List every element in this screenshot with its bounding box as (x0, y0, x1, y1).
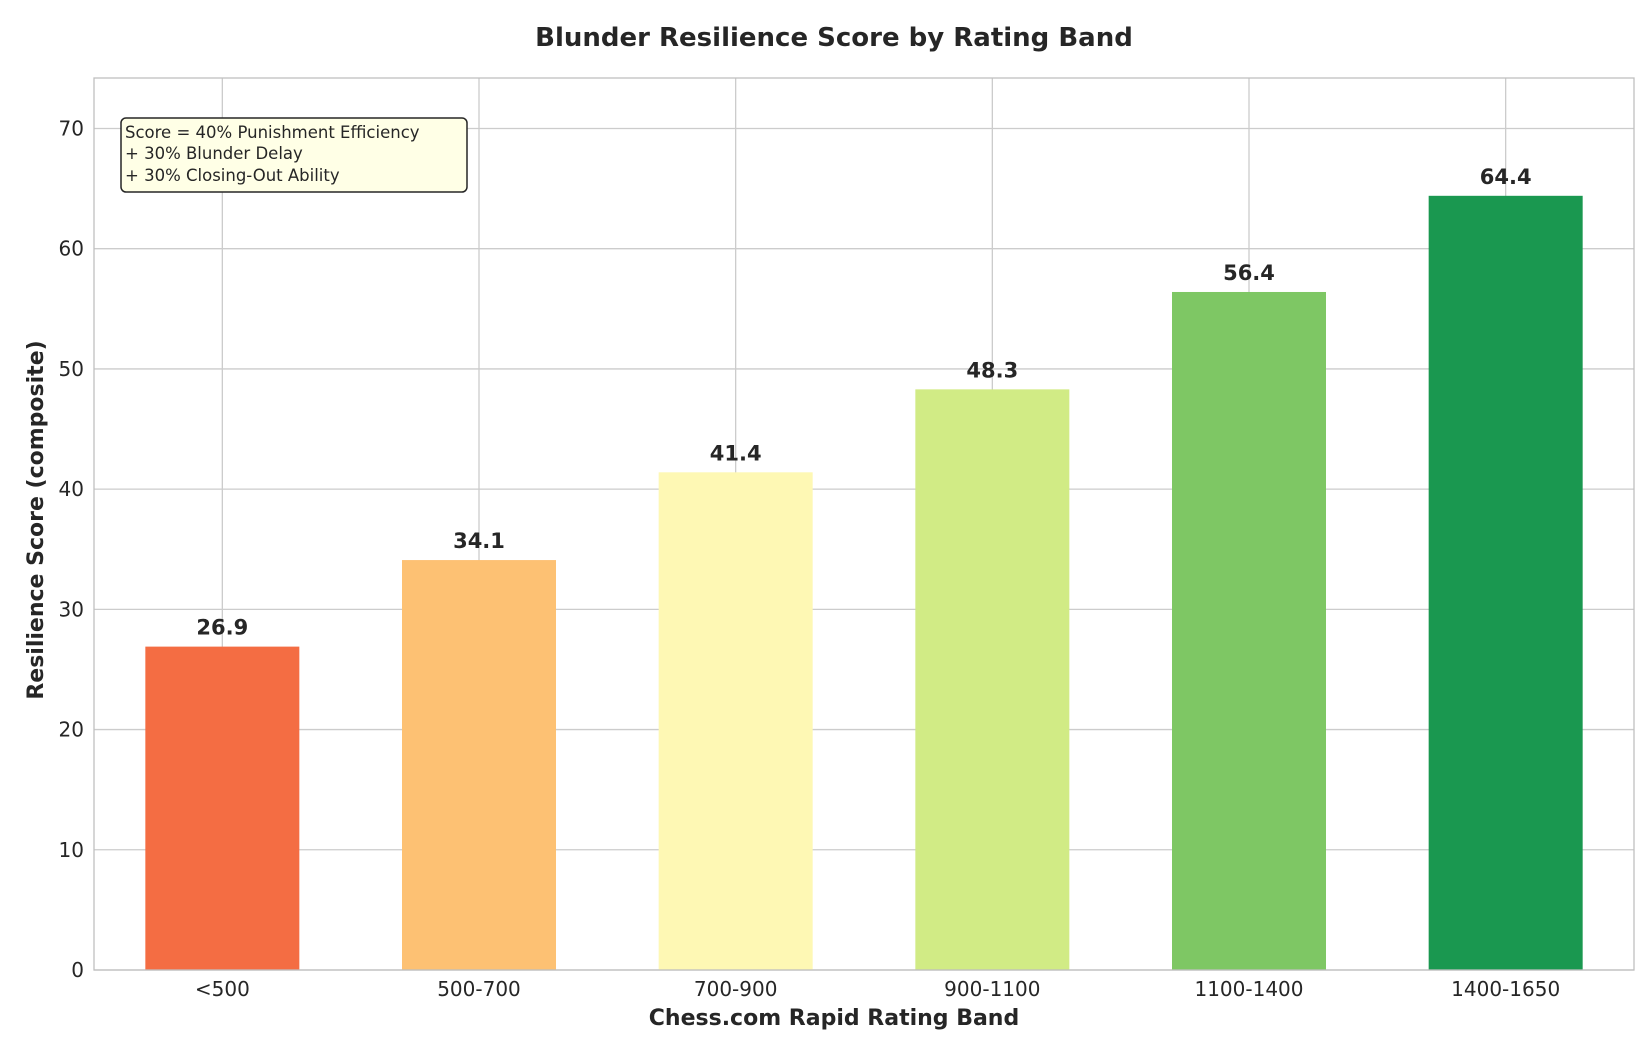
bars (145, 195, 1583, 970)
x-tick-label-0: <500 (195, 977, 250, 1001)
y-tick-label-4: 40 (59, 477, 84, 501)
y-tick-label-3: 30 (59, 597, 84, 621)
y-tick-label-2: 20 (59, 718, 84, 742)
grid-lines (94, 78, 1634, 971)
x-tick-label-1: 500-700 (437, 977, 521, 1001)
x-axis-ticks: <500 500-700 700-900 900-1100 1100-1400 1400-… (195, 977, 1560, 1001)
x-tick-label-2: 700-900 (694, 977, 778, 1001)
bar-4 (1172, 291, 1326, 970)
y-axis-label: Resilience Score (composite) (24, 340, 49, 699)
y-tick-label-6: 60 (59, 237, 84, 261)
y-tick-label-1: 10 (59, 838, 84, 862)
x-axis-label: Chess.com Rapid Rating Band (649, 1006, 1019, 1031)
annotation-line-1: Score = 40% Punishment Efficiency (125, 123, 420, 142)
data-label-0: 26.9 (196, 616, 248, 640)
bar-5 (1428, 195, 1583, 970)
data-label-5: 64.4 (1480, 165, 1532, 189)
data-labels: 26.9 34.1 41.4 48.3 56.4 64.4 (196, 165, 1531, 640)
annotation-line-2: + 30% Blunder Delay (125, 144, 303, 163)
data-label-4: 56.4 (1223, 261, 1275, 285)
x-tick-label-5: 1400-1650 (1451, 977, 1560, 1001)
y-axis-ticks: 0 10 20 30 40 50 60 70 (59, 116, 84, 982)
bar-1 (402, 560, 556, 970)
data-label-2: 41.4 (710, 441, 762, 465)
x-tick-label-4: 1100-1400 (1194, 977, 1303, 1001)
y-tick-label-5: 50 (59, 357, 84, 381)
y-tick-label-0: 0 (71, 958, 84, 982)
bar-2 (658, 472, 813, 970)
formula-annotation: Score = 40% Punishment Efficiency + 30% … (120, 117, 468, 193)
bar-0 (145, 646, 300, 970)
data-label-1: 34.1 (453, 529, 505, 553)
chart-title: Blunder Resilience Score by Rating Band (535, 23, 1133, 53)
annotation-box (120, 117, 468, 193)
bar-3 (915, 389, 1070, 970)
y-tick-label-7: 70 (59, 116, 84, 140)
x-tick-label-3: 900-1100 (944, 977, 1040, 1001)
data-label-3: 48.3 (966, 358, 1018, 382)
annotation-line-3: + 30% Closing-Out Ability (125, 166, 340, 185)
plot-frame (93, 77, 1635, 971)
